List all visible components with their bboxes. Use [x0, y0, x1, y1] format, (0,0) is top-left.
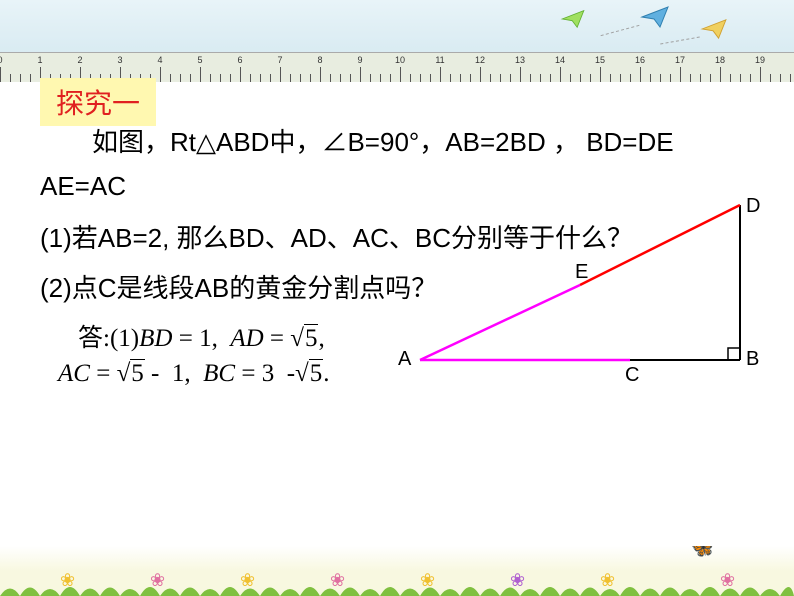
- paper-plane-icon: [560, 8, 586, 36]
- paper-plane-icon: [700, 18, 728, 47]
- question-2: (2)点C是线段AB的黄金分割点吗？: [40, 268, 437, 305]
- point-b-label: B: [746, 348, 759, 371]
- answer-line-2: AC = 5 - 1, BC = 3 -5.: [58, 360, 330, 388]
- problem-line1: 如图，Rt△ABD中，∠B=90°，AB=2BD ， BD=DE: [40, 120, 760, 164]
- point-e-label: E: [575, 261, 588, 284]
- paper-plane-icon: [640, 5, 670, 36]
- footer-decoration: 🦋 ❀❀❀❀❀❀❀❀: [0, 546, 794, 596]
- butterfly-icon: 🦋: [690, 546, 715, 560]
- problem-statement: 如图，Rt△ABD中，∠B=90°，AB=2BD ， BD=DE AE=AC: [40, 120, 760, 208]
- point-c-label: C: [625, 364, 639, 387]
- answer-line-1: 答:(1)BD = 1, AD = 5,: [78, 318, 325, 354]
- geometry-diagram: A B C D E: [400, 200, 760, 390]
- point-d-label: D: [746, 195, 760, 218]
- point-a-label: A: [398, 348, 411, 371]
- section-title: 探究一: [40, 78, 156, 126]
